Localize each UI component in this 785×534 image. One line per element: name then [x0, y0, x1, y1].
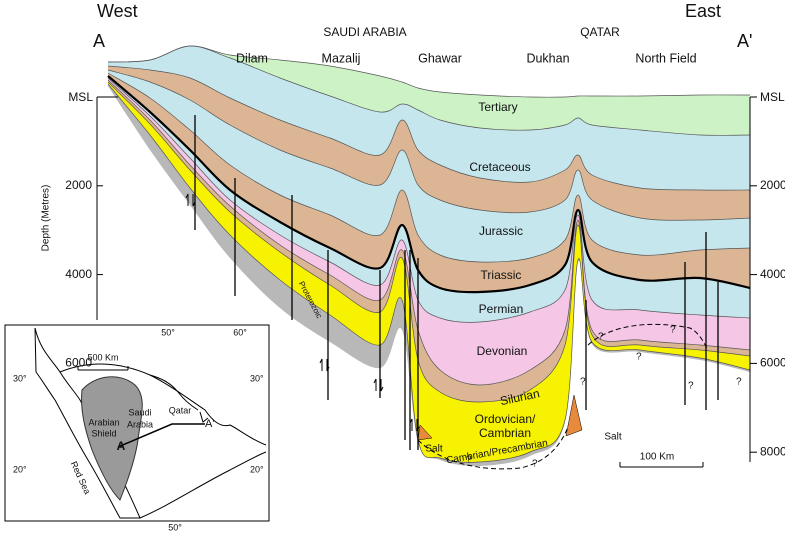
field: Mazalij: [322, 51, 361, 65]
tick-label: 2000: [760, 178, 785, 192]
fault-arrow: [185, 193, 196, 207]
horizon: [107, 83, 751, 463]
coastline: [139, 451, 267, 519]
coastline: [59, 363, 267, 446]
tick-label: 6000: [760, 356, 785, 370]
basement-boundary: [417, 419, 571, 470]
rock-layer: [108, 66, 750, 221]
tick-label: 8000: [760, 444, 785, 458]
unknown-mark: ?: [598, 332, 604, 343]
unit-label: Cretaceous: [469, 160, 530, 174]
unknown-mark: ?: [466, 455, 472, 466]
inset-scale-label: 500 Km: [87, 352, 118, 362]
field: Ghawar: [418, 51, 462, 65]
map-section-start: A: [117, 439, 126, 453]
horizon: [107, 79, 751, 386]
rock-layer: [108, 45, 750, 191]
section-start: A: [93, 31, 105, 51]
east-label: East: [685, 1, 721, 21]
map-section-end: A': [205, 418, 214, 430]
rock-layer: [108, 76, 750, 323]
tick-label: 4000: [65, 267, 92, 281]
horizon: [107, 72, 751, 263]
tick-label: 6000: [65, 356, 92, 370]
surface: [107, 45, 751, 98]
coastline: [149, 374, 209, 423]
longitude: 50°: [161, 327, 175, 337]
scale-bar: 100 Km: [619, 452, 704, 468]
west-label: West: [97, 1, 138, 21]
field: Dukhan: [526, 51, 569, 65]
unit-label: Jurassic: [479, 224, 523, 238]
section-line: [117, 423, 205, 448]
fault-arrow: [373, 378, 384, 392]
salt-label: Salt: [604, 432, 621, 443]
horizon: [107, 69, 751, 221]
unit-label: Devonian: [477, 344, 528, 358]
layers: [107, 45, 751, 470]
latitude: 30°: [13, 373, 27, 383]
unknown-mark: ?: [580, 377, 586, 388]
unknown-mark: ?: [688, 381, 694, 392]
unit-label: Permian: [479, 302, 524, 316]
unit-label: Ordovician/: [475, 412, 536, 426]
horizon: [107, 65, 751, 191]
field: North Field: [635, 51, 696, 65]
fault-arrow: [319, 358, 330, 372]
unknown-mark: ?: [636, 352, 642, 363]
fault-arrow: [409, 418, 420, 432]
latitude: 20°: [13, 464, 27, 474]
unit-label: Tertiary: [478, 100, 517, 114]
horizon: [107, 75, 751, 294]
longitude: 50°: [168, 522, 182, 532]
axis-label: Depth (Metres): [41, 185, 52, 252]
horizon: [107, 45, 751, 136]
scale-label: 100 Km: [640, 452, 674, 463]
map-label: Qatar: [169, 405, 192, 415]
map-label: Saudi: [128, 407, 151, 417]
salt-label: Salt: [425, 444, 442, 455]
unknown-mark: ?: [736, 377, 742, 388]
salt-body: [417, 424, 433, 441]
tick-label: 4000: [760, 267, 785, 281]
overlays: [96, 96, 757, 462]
unknown-mark: ?: [670, 325, 676, 336]
map-label: Arabia: [127, 419, 153, 429]
longitude: 60°: [233, 327, 247, 337]
country: SAUDI ARABIA: [323, 25, 406, 39]
field: Dilam: [236, 51, 268, 65]
map-label: Shield: [91, 428, 116, 438]
horizon: [107, 81, 751, 403]
rock-layer: [108, 82, 750, 463]
horizon: [107, 77, 751, 323]
section-end: A': [737, 31, 752, 51]
salt-body: [565, 394, 583, 437]
tick-label: 2000: [65, 178, 92, 192]
country: QATAR: [580, 25, 620, 39]
unknown-mark: ?: [532, 459, 538, 470]
arabian-shield: [81, 376, 143, 501]
unit-label: Triassic: [481, 268, 522, 282]
map-label: Arabian: [88, 417, 119, 427]
unit-label: Cambrian: [479, 426, 531, 440]
datum-label: MSL: [760, 90, 785, 104]
rock-layer: [108, 70, 750, 263]
rock-layer: [108, 78, 750, 385]
latitude: 30°: [250, 373, 264, 383]
datum-label: MSL: [68, 90, 93, 104]
latitude: 20°: [250, 464, 264, 474]
inset-map: 500 Km 50° 60° 50° 30° 20° 30° 20° Arabi…: [4, 324, 270, 532]
